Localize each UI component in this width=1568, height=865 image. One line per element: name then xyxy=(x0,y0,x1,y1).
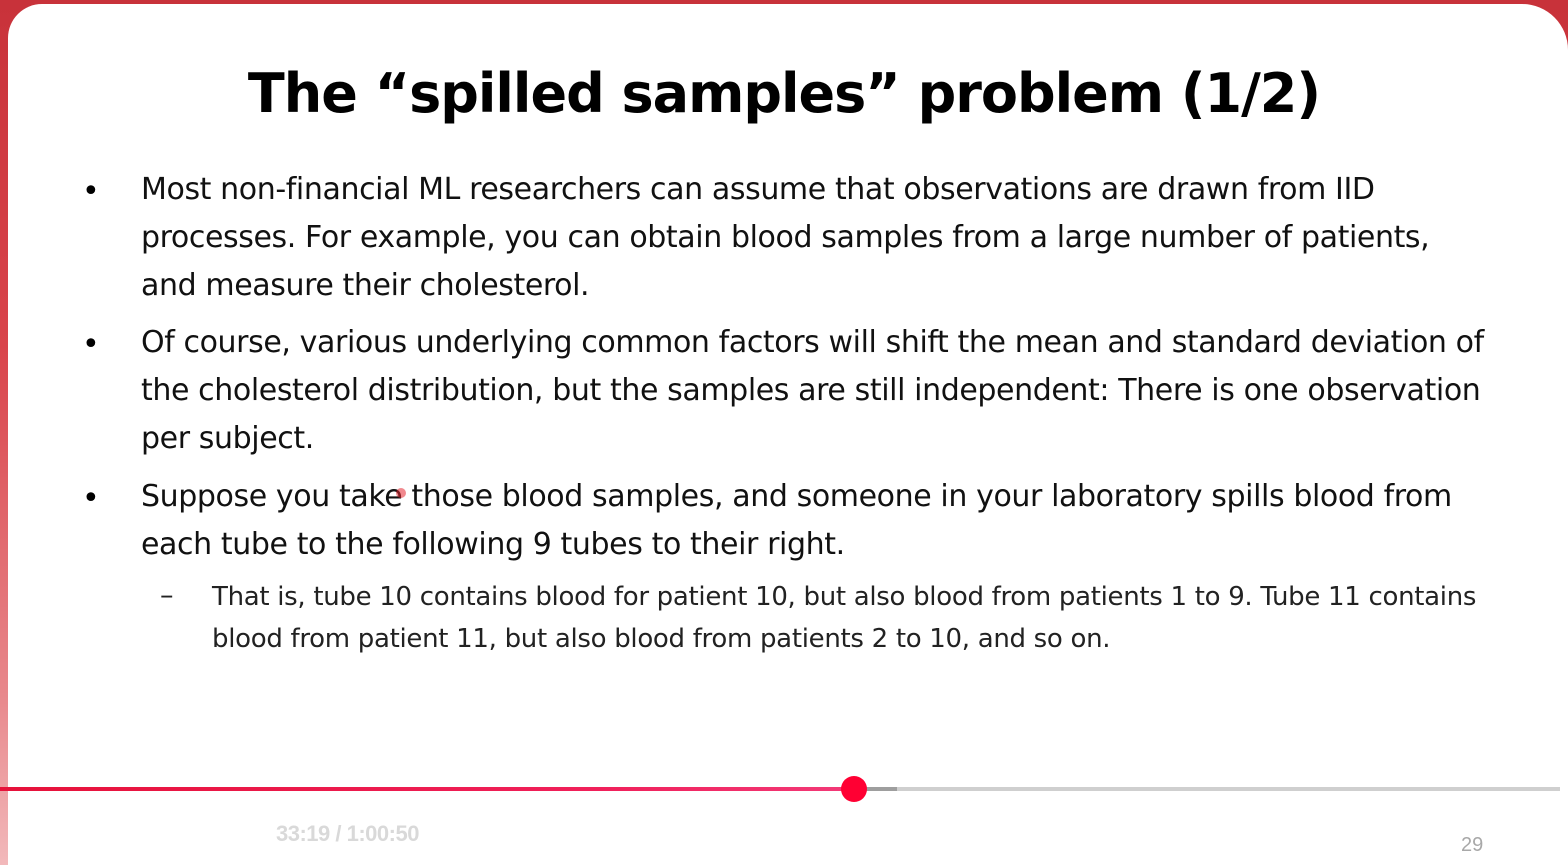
bullet-marker: • xyxy=(82,327,100,362)
laser-pointer-icon xyxy=(396,488,406,498)
sub-bullet-marker: – xyxy=(160,580,174,611)
progress-bar[interactable] xyxy=(0,776,1560,802)
slide: The “spilled samples” problem (1/2) • Mo… xyxy=(8,4,1568,865)
bullet-marker: • xyxy=(82,481,100,516)
time-display: 33:19 / 1:00:50 xyxy=(276,821,419,846)
bullet-text-2: Of course, various underlying common fac… xyxy=(141,325,1484,456)
bullet-text-1: Most non-financial ML researchers can as… xyxy=(141,172,1430,303)
progress-scrubber-handle[interactable] xyxy=(841,776,868,802)
sub-bullet-text: That is, tube 10 contains blood for pati… xyxy=(212,582,1477,654)
bullet-marker: • xyxy=(82,174,100,209)
slide-title: The “spilled samples” problem (1/2) xyxy=(247,62,1321,125)
progress-played xyxy=(0,787,855,791)
bullet-text-3: Suppose you take those blood samples, an… xyxy=(141,479,1452,562)
slide-number: 29 xyxy=(1461,834,1484,856)
